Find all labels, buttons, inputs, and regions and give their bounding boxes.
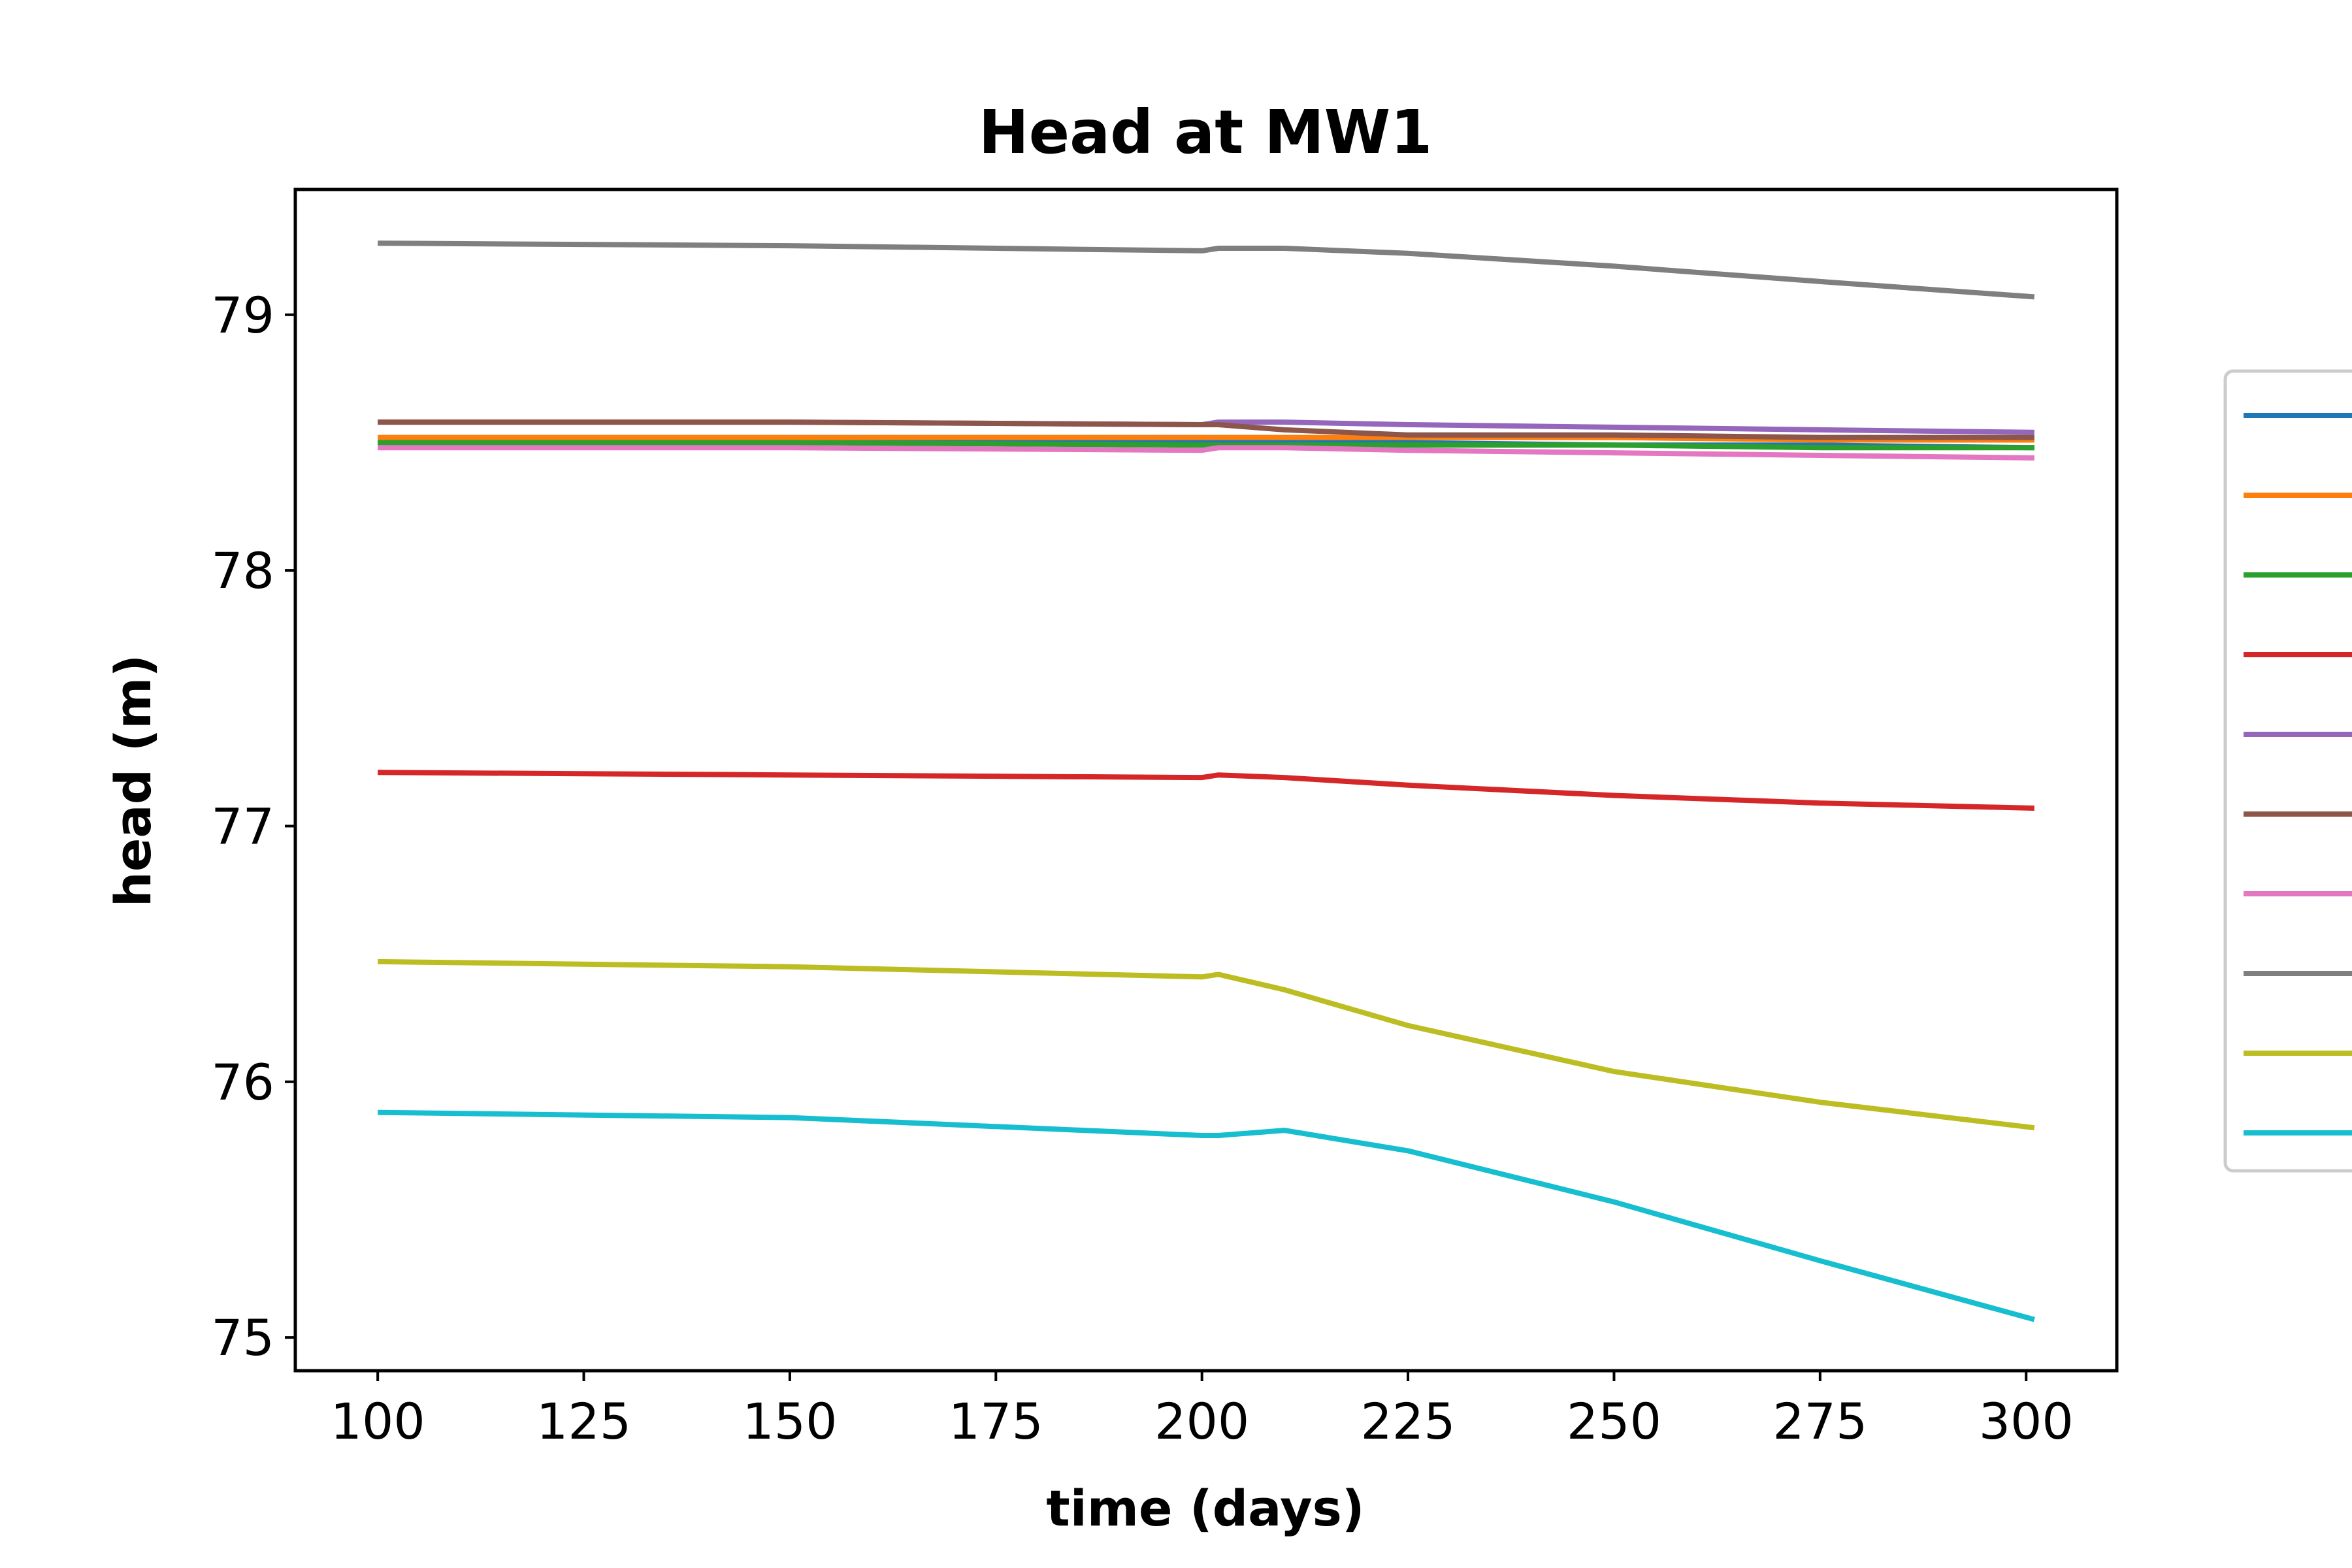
- y-tick-label: 76: [211, 1053, 274, 1111]
- x-tick-label: 200: [1154, 1392, 1249, 1450]
- y-tick-label: 78: [211, 542, 274, 600]
- x-tick-label: 125: [536, 1392, 631, 1450]
- y-tick-label: 79: [211, 286, 274, 344]
- x-tick-label: 250: [1567, 1392, 1661, 1450]
- x-tick-label: 225: [1361, 1392, 1456, 1450]
- legend: [2223, 369, 2352, 1173]
- x-axis-label: time (days): [1046, 1479, 1364, 1537]
- series-line-8: [378, 240, 2035, 300]
- x-tick-label: 275: [1772, 1392, 1867, 1450]
- x-tick-label: 100: [331, 1392, 425, 1450]
- x-tick-label: 175: [949, 1392, 1043, 1450]
- series-line-4: [378, 770, 2034, 811]
- series-line-9: [378, 958, 2035, 1131]
- series-line-7: [378, 445, 2034, 461]
- legend-box: [2223, 369, 2352, 1173]
- series-line-6: [378, 419, 2034, 440]
- series-line-10: [378, 1109, 2035, 1322]
- x-tick-label: 150: [742, 1392, 837, 1450]
- axis-ticks: 100 125 150 175 200 225 250 275 300 75 76 77 78 79: [211, 286, 2073, 1450]
- plot-frame: [293, 188, 2119, 1373]
- y-tick-label: 75: [211, 1309, 274, 1367]
- x-tick-label: 300: [1979, 1392, 2074, 1450]
- y-tick-label: 77: [211, 797, 274, 855]
- chart-title: Head at MW1: [979, 97, 1433, 167]
- y-axis-label: head (m): [104, 655, 162, 907]
- series-lines: [378, 240, 2035, 1322]
